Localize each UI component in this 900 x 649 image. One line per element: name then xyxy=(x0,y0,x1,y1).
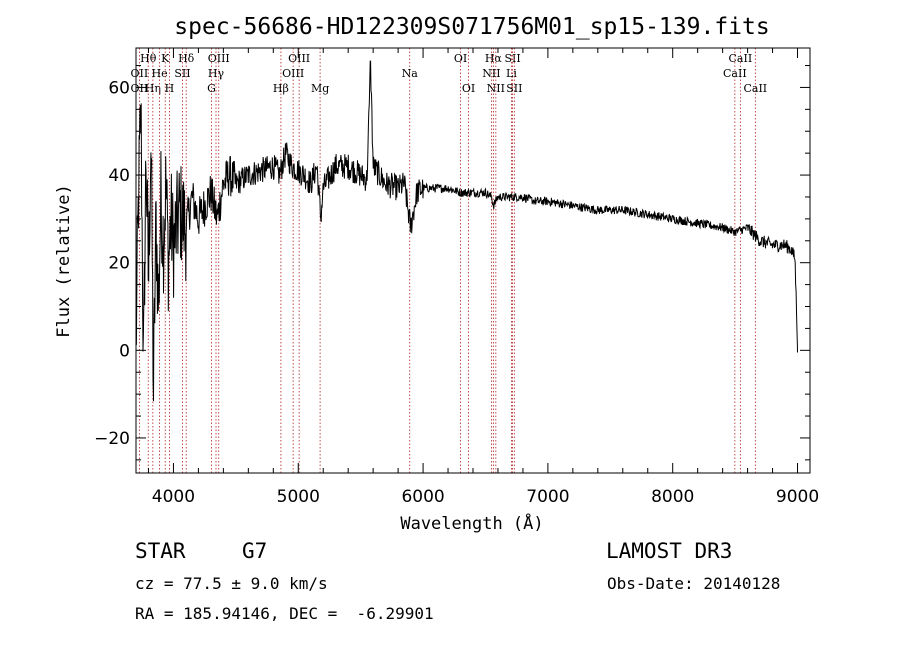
line-label-19: Hα xyxy=(485,52,503,65)
line-label-26: CaII xyxy=(723,67,747,80)
spectrum-line xyxy=(135,60,798,402)
x-tick-label-3: 7000 xyxy=(526,487,569,507)
obs-date: Obs-Date: 20140128 xyxy=(607,574,781,593)
y-tick-label-1: 0 xyxy=(119,341,130,361)
line-label-7: Hδ xyxy=(178,52,195,65)
line-label-8: SII xyxy=(174,67,190,80)
chart-title: spec-56686-HD122309S071756M01_sp15-139.f… xyxy=(174,14,769,40)
y-tick-label-2: 20 xyxy=(108,254,130,274)
x-tick-label-2: 6000 xyxy=(401,487,444,507)
line-label-2: OII xyxy=(131,82,149,95)
x-tick-label-5: 9000 xyxy=(776,487,819,507)
line-label-13: OIII xyxy=(288,52,310,65)
line-label-15: Mg xyxy=(311,82,329,95)
x-tick-label-0: 4000 xyxy=(152,487,195,507)
x-tick-label-1: 5000 xyxy=(277,487,320,507)
line-label-27: CaII xyxy=(743,82,767,95)
y-tick-label-3: 40 xyxy=(108,166,130,186)
line-label-10: Hγ xyxy=(208,67,225,80)
line-label-0: Hθ xyxy=(140,52,157,65)
line-label-23: NII xyxy=(487,82,505,95)
line-label-22: Li xyxy=(506,67,517,80)
x-axis-label: Wavelength (Å) xyxy=(400,512,543,534)
survey-name: LAMOST DR3 xyxy=(606,539,733,563)
line-label-14: OIII xyxy=(282,67,304,80)
line-label-5: K xyxy=(161,52,170,65)
line-label-4: He xyxy=(152,67,168,80)
line-label-9: OIII xyxy=(208,52,230,65)
line-label-16: Na xyxy=(402,67,419,80)
line-label-18: OI xyxy=(462,82,475,95)
plot-frame xyxy=(135,47,811,474)
line-label-21: NII xyxy=(482,67,500,80)
coordinates: RA = 185.94146, DEC = -6.29901 xyxy=(135,604,434,623)
line-label-20: SII xyxy=(504,52,520,65)
y-axis-label: Flux (relative) xyxy=(54,184,74,338)
line-label-12: Hβ xyxy=(273,82,289,95)
line-label-25: CaII xyxy=(729,52,753,65)
y-tick-label-0: −20 xyxy=(94,429,130,449)
y-tick-label-4: 60 xyxy=(108,78,130,98)
line-label-6: H xyxy=(165,82,175,95)
object-subclass: G7 xyxy=(242,539,268,563)
line-label-24: SII xyxy=(506,82,522,95)
x-tick-label-4: 8000 xyxy=(651,487,694,507)
line-label-3: Hη xyxy=(145,82,161,95)
line-label-17: OI xyxy=(454,52,467,65)
line-label-1: OII xyxy=(131,67,149,80)
object-class: STAR xyxy=(135,539,186,563)
redshift-cz: cz = 77.5 ± 9.0 km/s xyxy=(135,574,328,593)
line-label-11: G xyxy=(207,82,216,95)
